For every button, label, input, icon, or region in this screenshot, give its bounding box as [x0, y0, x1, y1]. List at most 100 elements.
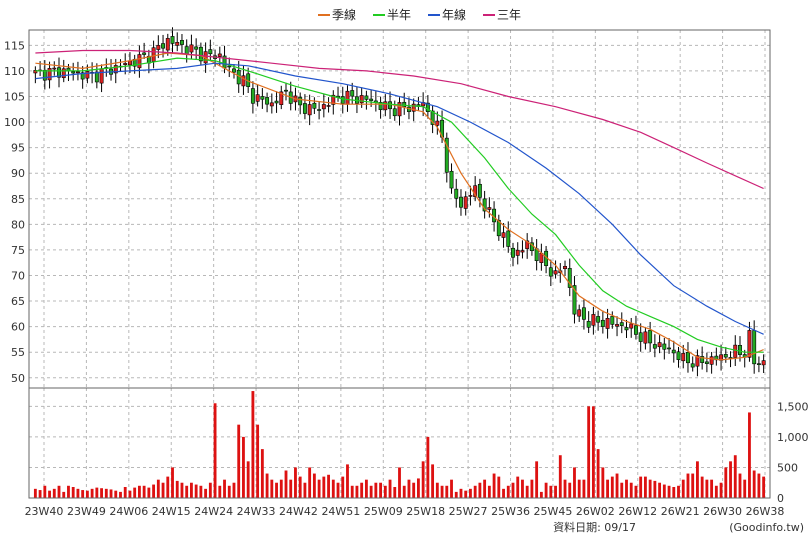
candle: [241, 65, 246, 95]
candle: [109, 59, 113, 81]
price-tick-label: 115: [4, 39, 25, 52]
volume-bar: [90, 488, 94, 498]
volume-bar: [492, 473, 496, 498]
volume-bar: [251, 391, 255, 498]
candle-body: [402, 101, 407, 108]
volume-bar: [610, 476, 614, 498]
candle-body: [501, 232, 506, 238]
candle: [260, 88, 265, 109]
x-tick-label: 25W09: [364, 505, 403, 518]
volume-bar: [279, 479, 283, 498]
volume-bar: [705, 479, 709, 498]
candle: [180, 34, 184, 54]
candle: [402, 92, 407, 115]
candle-body: [723, 354, 728, 358]
volume-bar: [346, 464, 349, 498]
volume-bar: [369, 485, 373, 498]
volume-bar: [48, 490, 51, 498]
volume-bar: [52, 488, 56, 498]
volume-bar: [554, 485, 557, 498]
candle: [302, 94, 307, 120]
volume-bar: [374, 482, 378, 498]
volume-bar: [407, 479, 411, 498]
candle: [170, 27, 175, 54]
volume-bar: [530, 479, 534, 498]
candle-body: [548, 267, 553, 277]
volume-bar: [265, 473, 269, 498]
volume-bar: [218, 485, 222, 498]
volume-bar: [57, 485, 61, 498]
candle-body: [506, 230, 511, 247]
candle: [615, 316, 619, 337]
volume-bar: [435, 482, 439, 498]
candle-body: [359, 95, 364, 104]
candle-body: [567, 268, 572, 288]
volume-bar: [421, 461, 425, 498]
volume-bar: [298, 476, 302, 498]
volume-bar: [558, 455, 562, 498]
volume-bar: [729, 461, 732, 498]
volume-bar: [308, 467, 312, 498]
x-tick-label: 23W40: [25, 505, 64, 518]
volume-bar: [445, 485, 449, 498]
candle: [336, 86, 340, 102]
candle-body: [676, 351, 681, 360]
x-tick-label: 24W06: [109, 505, 148, 518]
candle: [577, 304, 582, 322]
volume-bar: [469, 488, 472, 498]
volume-bar: [573, 467, 576, 498]
candle-body: [227, 65, 232, 68]
x-tick-label: 26W21: [661, 505, 700, 518]
candle-body: [747, 330, 752, 358]
volume-bar: [601, 467, 605, 498]
candle: [350, 82, 355, 105]
candle-body: [652, 344, 657, 349]
candle: [47, 61, 52, 89]
candle: [33, 66, 38, 84]
candle-body: [250, 88, 255, 104]
candle-body: [232, 68, 236, 73]
volume-bar: [171, 467, 174, 498]
volume-bar: [336, 482, 340, 498]
candle: [563, 260, 567, 276]
volume-bar: [606, 479, 609, 498]
volume-bar: [142, 485, 146, 498]
legend: 季線 半年 年線 三年: [318, 7, 521, 22]
candle-body: [572, 285, 577, 315]
volume-bar: [629, 482, 633, 498]
candle: [284, 82, 288, 101]
data-date-label: 資料日期: 09/17: [553, 520, 636, 534]
candle-body: [633, 325, 638, 335]
candle-body: [577, 309, 582, 317]
volume-bar: [696, 461, 699, 498]
candle: [416, 96, 421, 111]
volume-bar: [544, 482, 548, 498]
candle: [454, 178, 459, 208]
volume-bar: [76, 488, 80, 498]
moving-average-line: [35, 49, 764, 190]
candle: [681, 344, 686, 369]
candle-body: [444, 137, 449, 173]
volume-bar: [350, 485, 354, 498]
volume-bar: [686, 473, 690, 498]
candle-body: [94, 71, 99, 83]
volume-bar: [506, 485, 510, 498]
candle: [709, 351, 714, 374]
volume-bar: [497, 476, 501, 498]
volume-bar: [85, 490, 89, 498]
volume-bar: [710, 479, 714, 498]
x-tick-label: 24W51: [321, 505, 360, 518]
legend-label: 季線: [332, 7, 356, 22]
moving-average-lines: [35, 49, 764, 361]
volume-bar: [175, 480, 179, 498]
price-tick-label: 100: [4, 116, 25, 129]
candle: [435, 111, 440, 135]
volume-bar: [582, 479, 586, 498]
volume-bar: [270, 479, 274, 498]
candle: [487, 197, 492, 218]
candle: [194, 38, 199, 60]
candle: [657, 335, 662, 354]
candle: [600, 310, 605, 334]
candle-body: [520, 250, 525, 253]
volume-bar: [521, 479, 524, 498]
